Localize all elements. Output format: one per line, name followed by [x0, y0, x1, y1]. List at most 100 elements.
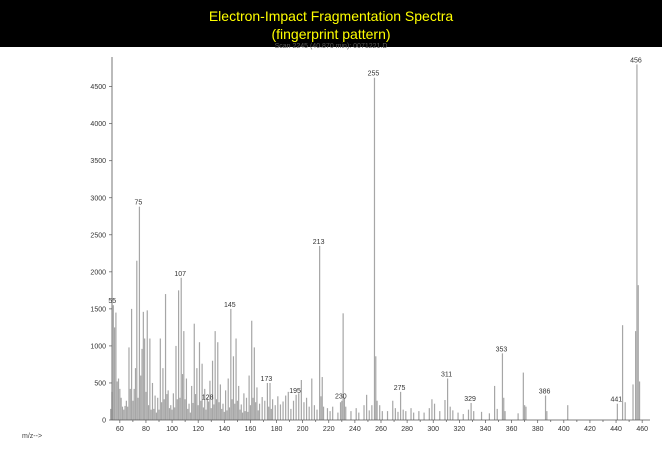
peak-bar — [210, 408, 212, 420]
peak-bar — [114, 327, 116, 420]
peak-bar — [194, 394, 197, 420]
peak-bar — [219, 384, 221, 420]
peak-bar — [363, 405, 365, 420]
peak-bar — [308, 406, 310, 420]
peak-bar — [124, 405, 126, 420]
peak-bar — [206, 397, 208, 420]
peak-bar — [168, 408, 171, 420]
y-tick-label: 1000 — [90, 343, 106, 350]
peak-bar — [197, 405, 199, 420]
peak-bar — [230, 308, 232, 420]
peak-bar — [258, 403, 261, 420]
peak-bar — [134, 368, 137, 420]
peak-bar — [632, 384, 634, 420]
y-tick-label: 1500 — [90, 306, 106, 313]
peak-bar — [316, 409, 318, 420]
peak-bar — [635, 331, 637, 420]
peak-bar — [193, 323, 195, 420]
peak-bar — [279, 404, 282, 420]
peak-bar — [141, 348, 143, 420]
peak-bar — [405, 411, 407, 420]
peak-bar — [117, 378, 120, 420]
peak-bar — [376, 400, 378, 420]
x-tick-label: 120 — [192, 426, 204, 433]
peak-bar — [189, 412, 191, 420]
peak-bar — [501, 353, 504, 420]
peak-bar — [470, 402, 472, 420]
peak-bar — [127, 406, 129, 420]
peak-bar — [241, 412, 244, 420]
peak-bar — [428, 408, 430, 420]
y-tick-label: 4500 — [90, 84, 106, 91]
peak-label: 456 — [630, 57, 642, 64]
peak-bar — [616, 403, 618, 420]
peak-bar — [636, 64, 638, 420]
peak-bar — [158, 409, 160, 420]
peak-label: 329 — [464, 396, 476, 403]
x-tick-label: 60 — [116, 426, 124, 433]
peak-bar — [191, 385, 193, 420]
peak-bar — [123, 409, 125, 420]
peak-label: 441 — [611, 397, 623, 404]
peak-bar — [130, 308, 133, 420]
peak-bar — [394, 408, 396, 420]
x-tick-label: 420 — [584, 426, 596, 433]
peak-label: 128 — [202, 394, 214, 401]
peak-bar — [295, 394, 297, 420]
peak-bar — [332, 406, 334, 420]
peak-bar — [350, 411, 352, 420]
peak-bar — [397, 411, 399, 420]
y-tick-label: 500 — [94, 380, 106, 387]
peak-bar — [238, 385, 240, 420]
peak-bar — [146, 310, 148, 420]
peak-bar — [137, 397, 139, 420]
peak-bar — [125, 400, 127, 420]
peak-bar — [285, 395, 287, 420]
peak-bar — [179, 397, 181, 420]
peak-bar — [423, 412, 425, 420]
peak-bar — [313, 405, 316, 420]
peak-bar — [245, 397, 248, 420]
peak-bar — [217, 342, 219, 420]
peak-bar — [290, 408, 292, 420]
peak-bar — [208, 401, 210, 420]
peak-bar — [116, 381, 118, 420]
peak-label: 386 — [539, 389, 551, 396]
peak-bar — [418, 411, 420, 420]
peak-bar — [410, 408, 412, 420]
x-tick-label: 180 — [271, 426, 283, 433]
peak-bar — [439, 411, 441, 420]
peak-bar — [142, 311, 144, 420]
peak-bar — [375, 356, 377, 420]
peak-bar — [221, 408, 223, 420]
peak-bar — [153, 408, 155, 420]
peak-bar — [138, 206, 141, 420]
peak-label: 145 — [224, 302, 236, 309]
peak-bar — [303, 402, 305, 420]
peak-bar — [183, 331, 185, 420]
peak-bar — [480, 411, 483, 420]
peak-bar — [144, 338, 146, 420]
peak-bar — [240, 404, 242, 420]
peak-bar — [345, 406, 347, 420]
peak-bar — [358, 412, 360, 420]
peak-bar — [174, 407, 176, 420]
peak-bar — [496, 408, 498, 420]
peak-bar — [215, 399, 218, 420]
peak-bar — [522, 372, 524, 420]
peak-bar — [243, 393, 245, 420]
peak-bar — [321, 377, 323, 420]
x-tick-label: 460 — [636, 426, 648, 433]
peak-bar — [218, 402, 220, 420]
peak-label: 213 — [313, 239, 325, 246]
peak-bar — [119, 388, 121, 420]
x-tick-label: 140 — [218, 426, 230, 433]
peak-bar — [226, 410, 228, 420]
peak-bars — [110, 64, 641, 420]
chart-title-line-2: (fingerprint pattern) — [271, 26, 391, 42]
x-axis-label: m/z--> — [22, 433, 43, 440]
peak-bar — [214, 331, 216, 420]
peak-bar — [192, 402, 194, 420]
peak-bar — [444, 399, 446, 420]
peak-bar — [120, 397, 122, 420]
